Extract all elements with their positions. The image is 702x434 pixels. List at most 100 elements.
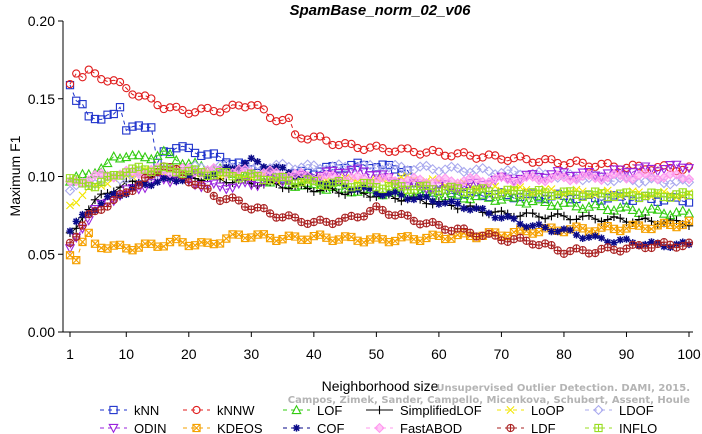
data-point-ldof — [389, 159, 401, 171]
data-point-knnw — [209, 106, 218, 116]
data-point-cof — [404, 195, 412, 203]
legend-item-knn: kNN — [100, 403, 159, 418]
data-point-ldof — [64, 185, 76, 196]
data-point-lof — [652, 204, 663, 214]
data-point-knnw — [528, 158, 537, 167]
data-point-cof — [541, 223, 549, 232]
data-point-simplifiedlof — [616, 214, 625, 223]
data-point-ldf — [359, 212, 369, 221]
data-point-lof — [164, 148, 176, 159]
data-point-knnw — [541, 154, 550, 164]
x-tick-label: 90 — [619, 346, 635, 362]
data-point-knnw — [328, 140, 337, 150]
data-point-ldof — [252, 159, 263, 170]
data-point-cof — [372, 189, 380, 197]
data-point-ldf — [434, 220, 444, 230]
data-point-kdeos — [72, 255, 81, 265]
legend-marker — [374, 422, 385, 434]
data-point-ldof — [658, 177, 670, 189]
data-point-lof — [565, 197, 576, 207]
data-point-knnw — [247, 101, 256, 110]
y-tick-label: 0.20 — [28, 13, 55, 29]
data-point-cof — [391, 188, 399, 196]
data-point-cof — [78, 210, 87, 219]
data-point-knnw — [134, 92, 143, 101]
data-point-ldf — [522, 236, 531, 245]
x-tick-label: 80 — [556, 346, 572, 362]
data-point-knnw — [165, 103, 175, 112]
data-point-lof — [483, 192, 495, 202]
legend-marker — [375, 405, 384, 415]
data-point-lof — [677, 205, 688, 215]
series-inflo — [65, 162, 694, 203]
data-point-ldof — [452, 162, 463, 174]
data-point-knn — [134, 121, 143, 130]
data-point-knnw — [84, 65, 93, 74]
data-point-lof — [521, 198, 532, 208]
data-point-inflo — [90, 182, 100, 192]
data-point-fastabod — [571, 174, 582, 185]
data-point-cof — [410, 195, 418, 204]
data-point-knn — [378, 160, 387, 169]
data-point-ldof — [477, 162, 488, 174]
data-point-ldf — [372, 202, 381, 211]
data-point-ldf — [78, 221, 87, 230]
data-point-cof — [454, 200, 462, 208]
data-point-cof — [516, 220, 524, 228]
data-point-lof — [571, 200, 582, 211]
data-point-ldof — [633, 177, 645, 189]
data-point-ldf — [234, 196, 243, 205]
legend-item-cof: COF — [283, 421, 345, 434]
data-point-fastabod — [458, 176, 470, 187]
data-point-knnw — [434, 147, 444, 156]
data-point-lof — [540, 196, 551, 207]
data-point-knnw — [159, 104, 168, 114]
data-point-knnw — [72, 69, 81, 78]
legend-marker — [292, 424, 301, 432]
legend-item-simplifiedlof: SimplifiedLOF — [366, 403, 482, 418]
data-point-ldf — [134, 180, 143, 190]
data-point-cof — [579, 234, 587, 242]
data-point-lof — [458, 193, 470, 203]
series-knnw — [65, 65, 694, 176]
data-point-odin — [89, 204, 101, 215]
data-point-cof — [110, 190, 118, 198]
data-point-lof — [515, 196, 526, 206]
data-point-knnw — [297, 134, 306, 143]
data-point-simplifiedlof — [591, 214, 600, 224]
legend-item-kdeos: KDEOS — [183, 421, 263, 434]
x-tick-label: 100 — [677, 346, 701, 362]
data-point-lof — [133, 149, 144, 160]
legend-label: kNNW — [217, 403, 255, 418]
data-point-odin — [214, 182, 226, 192]
data-point-lof — [590, 198, 601, 209]
data-point-cof — [460, 204, 468, 212]
data-point-odin — [608, 165, 620, 175]
data-point-cof — [360, 183, 368, 192]
watermark-line-2: Campos, Zimek, Sander, Campello, Micenko… — [288, 395, 690, 406]
data-point-odin — [552, 167, 563, 177]
data-point-knnw — [265, 113, 275, 123]
data-point-odin — [683, 164, 695, 174]
legend-marker — [192, 405, 201, 415]
data-point-lof — [446, 187, 457, 198]
legend-label: KDEOS — [217, 421, 263, 434]
data-point-ldf — [578, 245, 587, 255]
data-point-lof — [127, 149, 138, 160]
data-point-simplifiedlof — [97, 189, 106, 199]
data-point-knnw — [497, 155, 506, 164]
data-point-odin — [646, 164, 657, 175]
data-point-loop — [78, 191, 87, 200]
data-point-cof — [278, 164, 287, 172]
data-point-knnw — [153, 100, 162, 110]
x-axis-label: Neighborhood size — [322, 378, 439, 394]
data-point-ldf — [653, 239, 662, 249]
data-point-knnw — [378, 144, 387, 153]
data-point-simplifiedlof — [641, 214, 650, 223]
data-point-cof — [172, 177, 180, 185]
data-point-knnw — [290, 130, 300, 139]
legend-marker — [593, 404, 604, 416]
data-point-ldof — [396, 161, 407, 173]
data-point-ldf — [259, 204, 268, 213]
legend-label: LDOF — [619, 403, 654, 418]
